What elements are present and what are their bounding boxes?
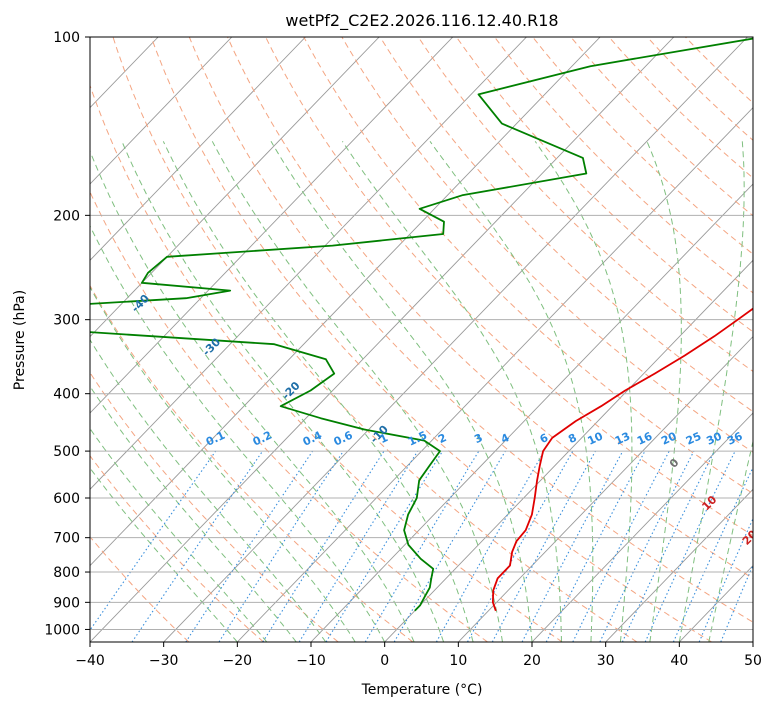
dry-adiabat-line [90,84,563,642]
y-tick-label: 800 [53,565,80,581]
mixing-ratio-line [720,563,753,642]
y-tick-label: 1000 [44,622,80,638]
y-tick-label: 100 [53,30,80,46]
dewpoint-profile-line [90,37,753,612]
x-axis-title: Temperature (°C) [361,682,483,698]
mixing-ratio-line [698,517,753,642]
x-tick-label: −20 [223,653,253,669]
x-tick-label: 40 [670,653,688,669]
temperature-profile-line [492,307,753,612]
isotherm-line [90,37,306,261]
dry-adiabat-line [226,37,753,580]
x-tick-label: 10 [449,653,467,669]
isotherm-line [90,37,233,185]
isotherm-line [163,37,748,642]
dry-adiabat-line [90,190,488,642]
isotherm-line [90,37,527,490]
mixing-ratio-line [599,450,695,642]
y-tick-label: 600 [53,491,80,507]
dry-adiabat-line [90,371,339,642]
dry-adiabat-line [341,37,753,453]
isotherm-line [90,37,454,414]
mixing-ratio-line [572,450,670,642]
isotherm-line [605,488,753,642]
y-tick-label: 500 [53,444,80,460]
isotherm-line [90,37,380,338]
mixing-ratio-line [491,450,596,642]
isotherm-line [0,37,11,642]
dry-adiabat-line [303,37,753,495]
dry-adiabat-label: -60 [9,204,32,227]
mixing-ratio-line [435,450,545,642]
mixing-ratio-label: 25 [684,430,703,448]
mixing-ratio-line [185,450,314,642]
profiles [90,37,753,612]
y-tick-label: 300 [53,313,80,329]
dry-adiabat-line [150,37,712,642]
pressure-grid [90,37,753,630]
mixing-ratio-line [325,450,444,642]
dry-adiabat-line [265,37,753,537]
dry-adiabat-line [112,37,638,642]
dry-adiabat-line [188,37,753,623]
dry-adiabat-line [417,37,753,373]
x-tick-label: −30 [149,653,179,669]
dry-adiabat-label: -50 [65,248,88,271]
isotherm-line [458,335,753,642]
mixing-ratio-line [218,450,344,642]
mixing-ratio-label: 13 [613,430,632,448]
x-tick-label: 50 [744,653,762,669]
mixing-ratio-line [131,450,264,642]
axes: −40 −30 −20 −10 0 10 20 30 40 50 100 200 300 400 500 60… [44,30,762,669]
mixing-ratio-label: 10 [586,429,606,447]
y-tick-label: 700 [53,531,80,547]
mixing-ratio-label: 16 [635,429,655,447]
y-tick-label: 900 [53,595,80,611]
isotherm-line [384,259,753,642]
mixing-ratio-label: 20 [659,429,679,447]
x-tick-label: 30 [597,653,615,669]
isotherm-line [90,37,675,642]
x-tick-label: −40 [75,653,105,669]
x-tick-label: 20 [523,653,541,669]
x-tick-label: −10 [296,653,326,669]
isotherm-line [90,37,601,567]
isotherm-line [237,106,753,642]
plot-frame [89,36,754,643]
chart-title: wetPf2_C2E2.2026.116.12.40.R18 [285,11,558,31]
dry-adiabat-line [90,454,264,642]
isotherm-line [752,641,753,642]
x-tick-label: 0 [380,653,389,669]
mixing-ratio-label: 36 [725,429,745,447]
mixing-ratio-line [90,450,217,632]
isotherm-line [531,412,753,642]
y-axis-title: Pressure (hPa) [12,290,28,390]
y-tick-label: 400 [53,387,80,403]
dry-adiabat-line [379,37,753,413]
y-tick-label: 200 [53,208,80,224]
mixing-ratio-label: 30 [704,429,724,447]
mixing-ratio-line [262,450,385,642]
